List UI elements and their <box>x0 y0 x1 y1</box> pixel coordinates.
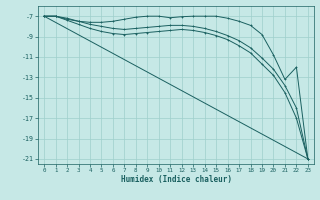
X-axis label: Humidex (Indice chaleur): Humidex (Indice chaleur) <box>121 175 231 184</box>
